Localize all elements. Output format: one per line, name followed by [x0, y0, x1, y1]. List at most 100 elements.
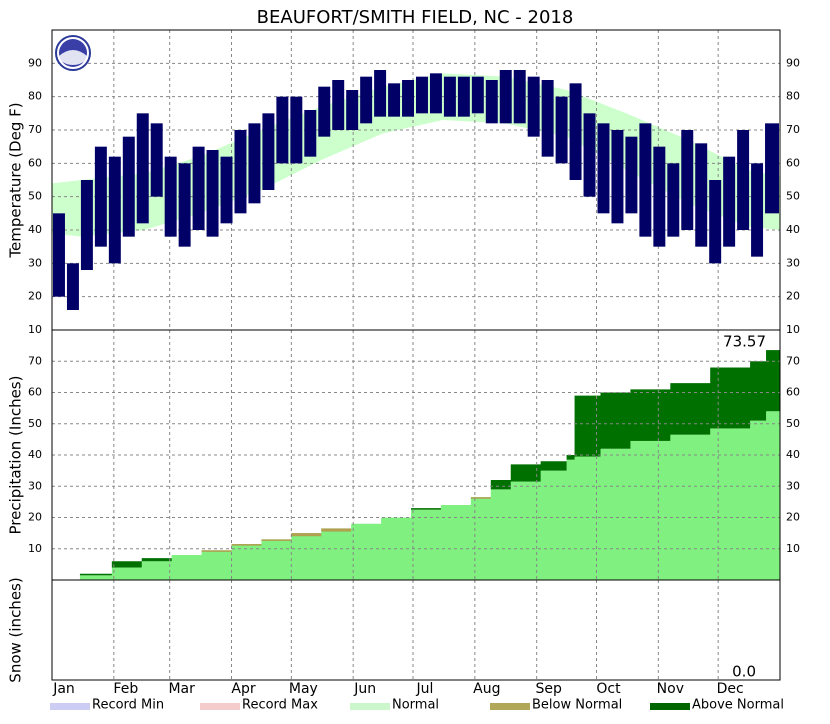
- temperature-bar: [723, 156, 736, 247]
- temperature-bar: [178, 163, 191, 247]
- temperature-bar: [164, 156, 177, 237]
- above-normal: [766, 350, 781, 412]
- normal-precip: [574, 456, 601, 580]
- y-tick-label: 70: [28, 354, 42, 367]
- y-tick-label: 50: [28, 190, 42, 203]
- y-tick-label: 10: [28, 323, 42, 336]
- temperature-bar: [639, 123, 652, 237]
- panel-background: [52, 580, 780, 680]
- below-normal: [231, 544, 262, 546]
- y-tick-label: 40: [786, 223, 800, 236]
- normal-precip: [470, 497, 492, 580]
- temperature-bar: [402, 80, 415, 117]
- temperature-bar: [416, 76, 428, 114]
- above-normal: [566, 455, 576, 460]
- total-label: 73.57: [723, 333, 766, 351]
- temperature-bar: [611, 130, 624, 224]
- temperature-bar: [555, 96, 568, 164]
- noaa-logo: [55, 35, 91, 71]
- normal-precip: [351, 523, 382, 580]
- y-tick-label: 40: [28, 223, 42, 236]
- temperature-bar: [597, 123, 610, 214]
- above-normal: [490, 480, 512, 490]
- normal-precip: [750, 420, 767, 580]
- y-tick-label: 30: [28, 479, 42, 492]
- temperature-bar: [80, 180, 93, 270]
- above-normal: [510, 464, 542, 482]
- temperature-bar: [513, 70, 526, 124]
- below-normal: [321, 528, 352, 532]
- panel-frame: [51, 579, 781, 681]
- y-tick-label: 70: [28, 123, 42, 136]
- y-tick-label: 30: [28, 256, 42, 269]
- legend-swatch: [50, 703, 90, 710]
- temperature-bar: [360, 76, 373, 124]
- temperature-bar: [206, 150, 219, 237]
- y-tick-label: 30: [786, 256, 800, 269]
- temperature-bar: [66, 263, 79, 310]
- y-tick-label: 60: [28, 386, 42, 399]
- temperature-bar: [318, 86, 331, 137]
- y-tick-label: 50: [786, 417, 800, 430]
- temperature-bar: [192, 146, 205, 230]
- y-tick-label: 60: [786, 386, 800, 399]
- normal-precip: [321, 528, 352, 580]
- normal-precip: [111, 567, 143, 580]
- y-tick-label: 80: [28, 90, 42, 103]
- temperature-bar: [122, 136, 135, 237]
- above-normal: [710, 367, 751, 429]
- normal-precip: [490, 489, 512, 580]
- legend-label: Above Normal: [692, 698, 784, 713]
- y-tick-label: 90: [786, 56, 800, 69]
- temperature-bar: [695, 143, 708, 247]
- normal-precip: [670, 434, 711, 580]
- temperature-bar: [751, 163, 764, 257]
- normal-precip: [440, 505, 472, 580]
- temperature-bar: [262, 113, 275, 190]
- x-tick-label: Apr: [231, 681, 255, 697]
- x-tick-label: Mar: [168, 681, 195, 697]
- x-tick-label: Sep: [535, 681, 562, 697]
- above-normal: [411, 508, 442, 510]
- temperature-bar: [150, 123, 163, 197]
- temperature-bar: [374, 70, 387, 117]
- below-normal: [261, 539, 292, 541]
- temperature-bar: [290, 96, 303, 164]
- y-tick-label: 20: [786, 511, 800, 524]
- temperature-bar: [485, 80, 498, 124]
- normal-precip: [600, 448, 631, 580]
- y-tick-label: 40: [28, 448, 42, 461]
- y-tick-label: 90: [28, 56, 42, 69]
- y-axis-label: Temperature (Deg F): [7, 102, 25, 258]
- y-tick-label: 20: [786, 290, 800, 303]
- below-normal: [291, 533, 322, 537]
- normal-precip: [231, 544, 262, 580]
- y-tick-label: 70: [786, 123, 800, 136]
- temperature-bar: [625, 136, 638, 214]
- y-tick-label: 80: [786, 90, 800, 103]
- temperature-bar: [737, 130, 750, 230]
- temperature-bar: [653, 146, 666, 247]
- above-normal: [111, 561, 143, 568]
- normal-precip: [540, 470, 568, 580]
- x-tick-label: Dec: [717, 681, 744, 697]
- legend-swatch: [200, 703, 240, 710]
- temperature-bar: [94, 146, 107, 247]
- normal-band: [52, 73, 780, 237]
- y-tick-label: 10: [28, 542, 42, 555]
- temperature-bar: [541, 80, 554, 157]
- temperature-bar: [220, 156, 233, 224]
- temperature-bar: [443, 76, 456, 117]
- y-tick-label: 20: [28, 511, 42, 524]
- temperature-bar: [583, 113, 596, 197]
- y-tick-label: 40: [786, 448, 800, 461]
- temperature-bar: [388, 83, 401, 117]
- total-label: 0.0: [732, 663, 756, 681]
- y-tick-label: 70: [786, 354, 800, 367]
- temperature-bar: [429, 73, 442, 114]
- normal-precip: [566, 459, 576, 580]
- below-normal: [201, 550, 233, 552]
- above-normal: [670, 383, 711, 435]
- x-tick-label: Jun: [353, 681, 376, 697]
